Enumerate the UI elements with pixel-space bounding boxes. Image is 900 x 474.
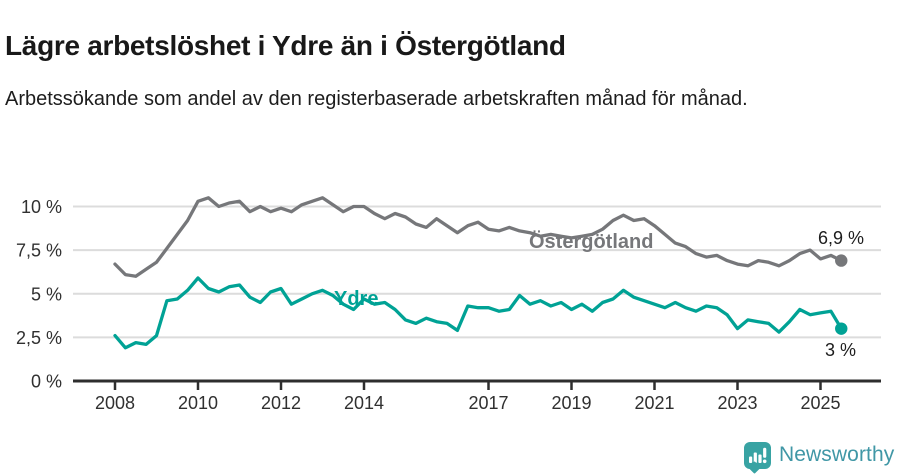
series-label-ostergotland: Östergötland: [529, 231, 654, 253]
svg-text:2,5 %: 2,5 %: [16, 328, 62, 348]
svg-text:2019: 2019: [551, 393, 591, 413]
page-title: Lägre arbetslöshet i Ydre än i Östergötl…: [5, 29, 566, 61]
svg-text:10 %: 10 %: [21, 197, 62, 217]
newsworthy-logo-icon: [744, 441, 771, 469]
series-label-ydre: Ydre: [334, 288, 379, 310]
newsworthy-branding: Newsworthy: [744, 439, 894, 471]
svg-text:2023: 2023: [717, 393, 757, 413]
end-value-label-ostergotland: 6,9 %: [818, 228, 865, 248]
end-value-label-ydre: 3 %: [825, 340, 857, 360]
chart-subtitle: Arbetssökande som andel av den registerb…: [5, 88, 748, 110]
svg-text:2017: 2017: [468, 393, 508, 413]
svg-text:0 %: 0 %: [31, 372, 62, 392]
svg-text:7,5 %: 7,5 %: [16, 241, 62, 261]
svg-text:2014: 2014: [344, 393, 384, 413]
svg-text:2021: 2021: [634, 393, 674, 413]
svg-text:2012: 2012: [261, 393, 301, 413]
svg-text:2010: 2010: [178, 393, 218, 413]
svg-text:5 %: 5 %: [31, 284, 62, 304]
newsworthy-wordmark: Newsworthy: [779, 443, 895, 466]
svg-text:2025: 2025: [800, 393, 840, 413]
svg-text:2008: 2008: [95, 393, 135, 413]
